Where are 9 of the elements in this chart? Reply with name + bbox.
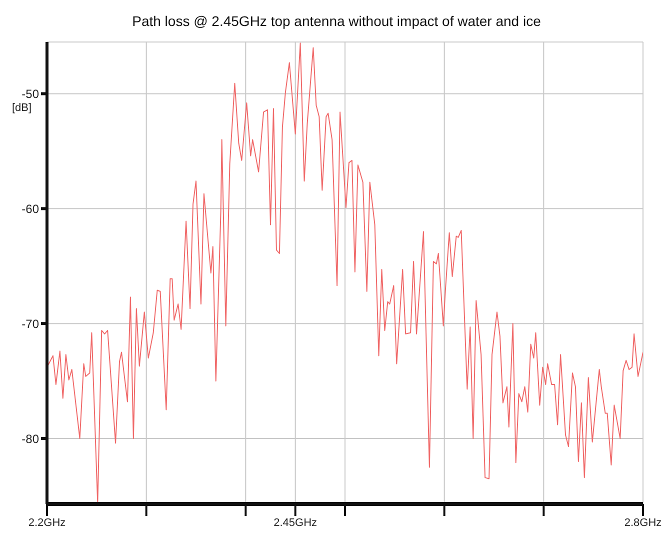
y-tick-label: -50: [22, 86, 40, 101]
chart-title: Path loss @ 2.45GHz top antenna without impact of water and ice: [131, 12, 542, 31]
y-axis-title: [dB]: [12, 102, 32, 114]
y-tick-label: -70: [22, 316, 40, 331]
y-tick-label: -80: [22, 432, 40, 446]
x-tick-label: 2.45GHz: [274, 516, 318, 529]
x-tick-label: 2.8GHz: [624, 516, 662, 529]
y-tick-label: -60: [22, 202, 40, 216]
x-tick-label: 2.2GHz: [28, 516, 66, 529]
